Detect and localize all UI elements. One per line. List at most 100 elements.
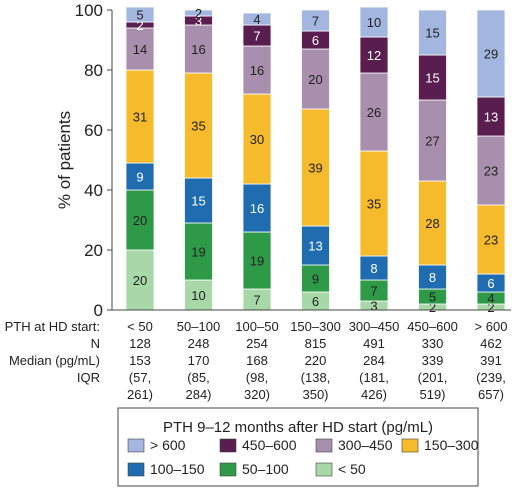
- bar-segment: [125, 6, 155, 23]
- bar-segment-label: 5: [429, 290, 436, 305]
- x-tick-label: > 600: [475, 319, 508, 334]
- bar-segment-label: 15: [425, 71, 439, 86]
- bar-segment: [359, 150, 389, 257]
- bar-segment: [184, 222, 213, 281]
- bar-segment-label: 16: [250, 63, 264, 78]
- bar-segment-label: 31: [133, 110, 147, 125]
- y-tick-label: 40: [84, 181, 103, 200]
- table-cell-median: 170: [188, 353, 210, 368]
- bar-segment: [301, 9, 330, 32]
- bar-segment-label: 10: [367, 15, 381, 30]
- bar-segment-label: 6: [312, 294, 319, 309]
- bar-segment-label: 7: [253, 293, 260, 308]
- x-tick-label: 450–600: [407, 319, 458, 334]
- bar-segment-label: 8: [370, 261, 377, 276]
- bar-segment-label: 16: [191, 42, 205, 57]
- x-tick-label: 300–450: [349, 319, 400, 334]
- legend-swatch: [315, 438, 333, 453]
- bar-segment-label: 7: [370, 284, 377, 299]
- bar-segment-label: 6: [312, 33, 319, 48]
- bar-segment-label: 13: [484, 110, 498, 125]
- table-cell-n: 254: [246, 336, 268, 351]
- bar-segment-label: 35: [191, 119, 205, 134]
- bar-segment-label: 7: [312, 14, 319, 29]
- bar-segment: [418, 180, 447, 266]
- x-tick-label: 150–300: [290, 319, 341, 334]
- legend-label: > 600: [150, 437, 186, 453]
- table-cell-median: 284: [363, 353, 385, 368]
- legend-label: 100–150: [150, 461, 205, 477]
- bar-segment: [184, 24, 213, 74]
- y-tick-label: 20: [84, 241, 103, 260]
- bar-segment-label: 20: [133, 273, 147, 288]
- bar-segment-label: 10: [191, 288, 205, 303]
- legend-label: 300–450: [338, 437, 393, 453]
- table-row-label: Median (pg/mL): [9, 353, 100, 368]
- table-cell-iqr-high: 519): [419, 387, 445, 402]
- bar-segment-label: 27: [425, 134, 439, 149]
- legend: PTH 9–12 months after HD start (pg/mL) >…: [117, 407, 479, 487]
- bar-segment-label: 19: [250, 254, 264, 269]
- bar-segment-label: 9: [136, 170, 143, 185]
- bar-segment: [418, 9, 447, 56]
- bar-segment: [301, 225, 330, 266]
- bar-segment: [476, 96, 506, 137]
- bar-segment-label: 15: [191, 194, 205, 209]
- table-cell-iqr-low: (98,: [246, 370, 268, 385]
- bar-segment: [301, 48, 330, 110]
- table-cell-iqr-high: 426): [361, 387, 387, 402]
- bar-segment-label: 23: [484, 164, 498, 179]
- bar-segment: [125, 69, 155, 164]
- bar-segment-label: 2: [136, 18, 143, 33]
- bar-segment: [242, 231, 272, 290]
- legend-label: 50–100: [242, 461, 289, 477]
- bar-segment-label: 5: [136, 8, 143, 23]
- x-tick-label: 50–100: [177, 319, 220, 334]
- table-cell-iqr-low: (201,: [418, 370, 448, 385]
- bar-segment: [184, 177, 213, 224]
- bar-segment-label: 7: [253, 29, 260, 44]
- bar-segment: [184, 9, 213, 17]
- bar-segment-label: 28: [425, 216, 439, 231]
- bar-segment-label: 6: [487, 276, 494, 291]
- x-tick-label: < 50: [127, 319, 153, 334]
- legend-label: < 50: [338, 461, 366, 477]
- table-cell-median: 339: [422, 353, 444, 368]
- legend-swatch: [401, 438, 419, 453]
- bar-segment: [476, 135, 506, 206]
- table-cell-median: 168: [246, 353, 268, 368]
- y-axis: 0 20 40 60 80 100: [75, 1, 113, 320]
- bar-segment-label: 13: [308, 239, 322, 254]
- y-axis-title: % of patients: [55, 111, 74, 209]
- legend-swatch: [127, 438, 145, 453]
- bar-segment-label: 2: [487, 300, 494, 315]
- bar-segment-label: 3: [370, 299, 377, 314]
- table-cell-iqr-low: (181,: [359, 370, 389, 385]
- bar-segment-label: 4: [253, 12, 260, 27]
- bar-segment-label: 16: [250, 201, 264, 216]
- table-row-label: PTH at HD start:: [5, 319, 100, 334]
- bar-segment-label: 14: [133, 42, 147, 57]
- legend-swatch: [315, 462, 333, 477]
- table-cell-median: 391: [480, 353, 502, 368]
- y-tick-label: 0: [94, 301, 103, 320]
- bar-segment-label: 26: [367, 105, 381, 120]
- bar-segment-label: 12: [367, 48, 381, 63]
- legend-swatch: [219, 462, 237, 477]
- bar-segment: [301, 108, 330, 227]
- table-cell-iqr-low: (138,: [301, 370, 331, 385]
- table-cell-iqr-high: 284): [185, 387, 211, 402]
- bar-segment: [476, 204, 506, 275]
- table-row-label: IQR: [77, 370, 100, 385]
- bar-segment: [242, 45, 272, 95]
- bar-segment-label: 29: [484, 47, 498, 62]
- table-cell-n: 462: [480, 336, 502, 351]
- table-cell-n: 128: [129, 336, 151, 351]
- bar-segment-label: 2: [195, 6, 202, 21]
- legend-swatch: [127, 462, 145, 477]
- y-tick-label: 100: [75, 1, 103, 20]
- bars: 2020931142510191535163271916301674691339…: [112, 6, 511, 315]
- bar-segment: [359, 6, 389, 38]
- bar-segment-label: 15: [425, 26, 439, 41]
- bar-segment-label: 19: [191, 245, 205, 260]
